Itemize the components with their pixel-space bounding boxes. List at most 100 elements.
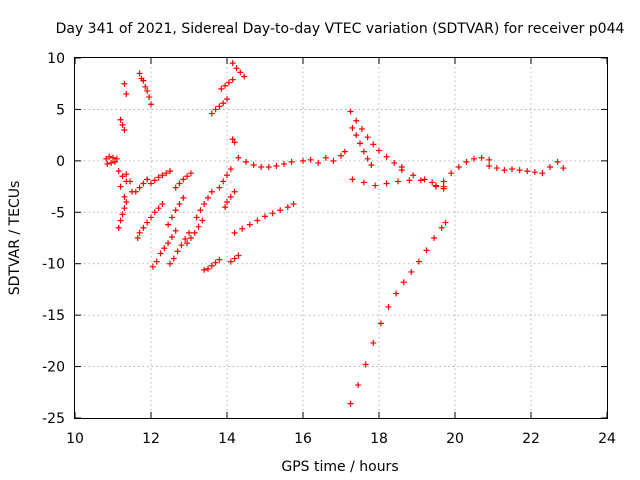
data-point [406, 177, 413, 184]
y-tick-label: -25 [42, 411, 65, 427]
data-point [355, 382, 362, 389]
data-point [176, 180, 183, 187]
data-point [134, 235, 141, 241]
data-point [471, 155, 477, 162]
data-point [115, 168, 122, 175]
data-point [182, 236, 189, 243]
data-point [227, 193, 234, 200]
data-point [224, 172, 230, 179]
data-point [385, 303, 392, 310]
chart-title: Day 341 of 2021, Sidereal Day-to-day VTE… [56, 21, 625, 37]
data-point [353, 132, 360, 139]
data-point [165, 221, 172, 228]
data-point [119, 121, 126, 128]
data-point [121, 205, 128, 212]
data-point [509, 166, 515, 173]
x-tick-label: 16 [294, 431, 312, 447]
data-point [258, 164, 265, 171]
data-point [195, 223, 202, 230]
data-point [370, 141, 377, 148]
data-point [117, 217, 124, 224]
data-point [442, 219, 449, 226]
data-point [151, 177, 158, 184]
data-point [539, 170, 546, 177]
x-tick-label: 14 [218, 431, 236, 447]
data-point [377, 320, 384, 327]
data-point [174, 248, 181, 255]
data-point [172, 227, 179, 234]
data-point [486, 156, 493, 163]
data-point [111, 158, 118, 165]
data-point [155, 205, 162, 212]
data-point [501, 167, 508, 174]
data-point [140, 77, 147, 84]
x-tick-label: 24 [598, 431, 616, 447]
data-point [243, 158, 249, 165]
data-point [222, 204, 229, 211]
data-point [368, 161, 375, 168]
data-point [159, 172, 166, 179]
data-point [421, 176, 428, 183]
data-point [246, 221, 253, 228]
data-point [104, 160, 111, 167]
y-tick-label: -15 [42, 308, 65, 324]
data-point [360, 179, 367, 186]
axis-ticks [74, 57, 608, 419]
data-point [231, 229, 238, 236]
data-point [229, 76, 236, 83]
data-point [106, 153, 113, 160]
data-point [140, 224, 147, 231]
data-point [180, 176, 187, 183]
data-point [516, 167, 523, 174]
y-tick-label: 0 [56, 154, 65, 170]
data-point [148, 180, 154, 187]
data-point [383, 153, 390, 160]
y-tick-label: -20 [42, 360, 65, 376]
data-point [136, 184, 143, 191]
data-point [220, 100, 227, 107]
data-point [281, 160, 287, 167]
data-point [400, 279, 407, 286]
data-point [110, 154, 116, 161]
data-point [193, 214, 200, 221]
x-tick-label: 22 [522, 431, 540, 447]
data-point [277, 207, 284, 214]
data-point [117, 116, 124, 123]
y-tick-labels: 10 5 0 -5 -10 -15 -20 -25 [42, 51, 65, 427]
data-point [184, 173, 191, 180]
data-point [201, 201, 208, 208]
data-point [235, 252, 242, 259]
data-point [398, 167, 405, 174]
x-tick-labels: 10 12 14 16 18 20 22 24 [66, 431, 616, 447]
data-point [463, 158, 470, 165]
data-point [149, 263, 156, 270]
data-point [357, 140, 363, 147]
data-point [187, 235, 194, 241]
data-point [448, 170, 455, 177]
data-point [113, 155, 120, 162]
data-point [433, 183, 439, 190]
data-point [167, 260, 173, 267]
data-point [157, 250, 164, 257]
data-point [395, 178, 401, 185]
data-point [103, 155, 110, 162]
data-point [229, 60, 236, 67]
data-point [168, 214, 175, 221]
plot-frame [74, 57, 608, 419]
data-point [144, 176, 151, 183]
data-point [199, 217, 206, 224]
data-point [132, 188, 139, 195]
data-point [233, 65, 240, 72]
data-point [201, 266, 208, 273]
data-point [220, 178, 227, 185]
data-point [231, 188, 238, 195]
data-point [146, 94, 153, 101]
data-point [148, 101, 154, 108]
data-point [486, 163, 493, 169]
data-point [338, 152, 344, 159]
data-point [239, 225, 246, 232]
y-tick-label: -10 [42, 257, 65, 273]
data-point [231, 255, 238, 262]
data-point [144, 87, 151, 94]
data-point [269, 210, 276, 217]
